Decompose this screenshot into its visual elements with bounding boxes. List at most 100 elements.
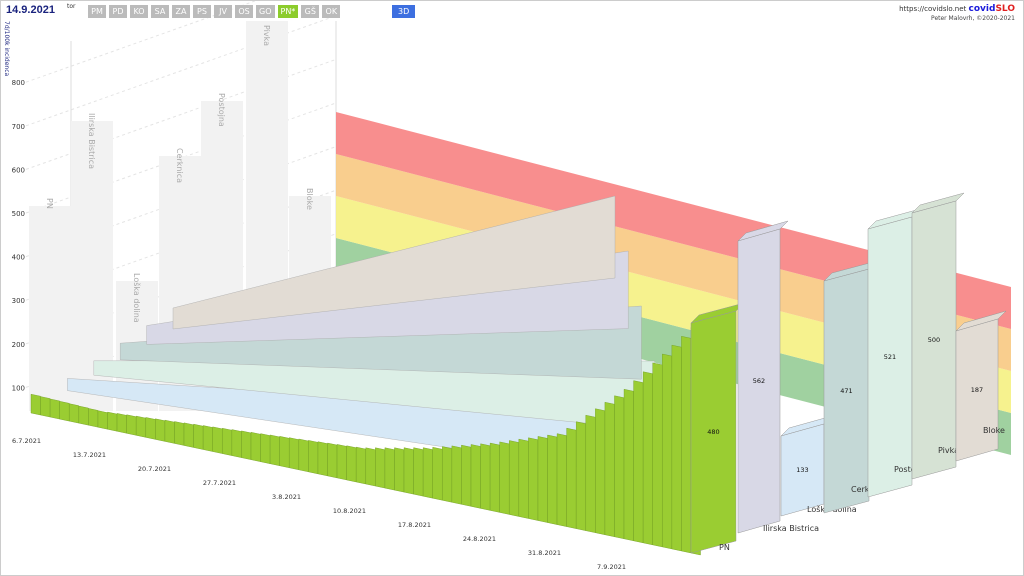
tab-7[interactable]: OS: [235, 5, 253, 18]
pn-bar: [250, 432, 261, 462]
copyright: Peter Malovrh, ©2020-2021: [931, 15, 1015, 22]
pn-bar: [595, 408, 606, 535]
pn-bar: [241, 430, 252, 460]
pn-bar: [499, 441, 510, 515]
pn-bar: [317, 441, 328, 477]
pn-bar: [413, 447, 424, 497]
bar-value-label: 500: [928, 336, 940, 344]
pn-bar: [509, 440, 519, 517]
pn-bar: [566, 427, 577, 529]
y-tick-label: 500: [12, 210, 25, 218]
pn-bar: [422, 447, 433, 499]
pn-bar: [642, 371, 653, 546]
y-tick-label: 300: [12, 297, 25, 305]
pn-bar: [662, 353, 673, 550]
x-tick-label: 27.7.2021: [203, 479, 236, 487]
series-ribbon-1: [93, 360, 655, 431]
pn-bar: [518, 438, 529, 519]
tab-10[interactable]: GŠ: [301, 5, 320, 18]
pn-bar: [298, 438, 309, 473]
tab-2[interactable]: KO: [130, 5, 148, 18]
pn-bar: [193, 423, 204, 450]
category-label: PN: [719, 543, 730, 552]
x-tick-label: 17.8.2021: [398, 521, 431, 529]
pn-bar: [289, 437, 299, 471]
x-tick-label: 7.9.2021: [597, 563, 626, 571]
pn-bar: [155, 418, 166, 442]
pn-bar: [88, 408, 99, 428]
x-tick-label: 6.7.2021: [12, 437, 41, 445]
bar-value-label: 480: [707, 428, 719, 436]
pn-bar: [59, 401, 70, 422]
wall-category-label: Postojna: [217, 93, 226, 127]
tab-0[interactable]: PM: [88, 5, 106, 18]
pn-bar: [183, 422, 194, 448]
tab-3[interactable]: SA: [151, 5, 169, 18]
pn-bar: [375, 447, 386, 489]
category-label: Bloke: [983, 426, 1005, 435]
latest-bar-0: [690, 310, 737, 554]
pn-bar: [556, 433, 567, 527]
pn-bar: [461, 444, 472, 507]
weekday-label: tor: [67, 3, 76, 10]
pn-bar: [336, 444, 347, 481]
pn-bar: [604, 401, 615, 537]
pn-bar: [116, 413, 127, 434]
wall-category-label: Pivka: [262, 25, 271, 46]
pn-bar: [384, 447, 395, 491]
y-tick-label: 600: [12, 166, 25, 174]
tab-9[interactable]: PN*: [277, 5, 299, 18]
y-axis-label: 7d/100k incidenca: [3, 21, 10, 77]
x-tick-label: 10.8.2021: [333, 507, 366, 515]
y-tick-label: 400: [12, 254, 25, 262]
pn-bar: [671, 344, 682, 552]
site-link[interactable]: https://covidslo.net covidSLO: [899, 4, 1015, 14]
x-tick-label: 24.8.2021: [463, 535, 496, 543]
pn-bar: [403, 447, 414, 495]
pn-bar: [107, 411, 118, 432]
latest-bar-5: [911, 200, 957, 480]
tab-8[interactable]: GO: [256, 5, 275, 18]
x-tick-label: 13.7.2021: [73, 451, 106, 459]
pn-bar: [432, 446, 443, 501]
pn-bar: [30, 393, 41, 416]
region-tabs: PM PD KO SA ZA PS JV OS GO PN* GŠ OK: [88, 5, 341, 18]
x-tick-label: 3.8.2021: [272, 493, 301, 501]
pn-bar: [365, 447, 376, 487]
pn-bar: [451, 445, 462, 505]
pn-bar: [623, 389, 634, 542]
pn-bar: [202, 425, 213, 452]
tab-5[interactable]: PS: [193, 5, 211, 18]
latest-bar-4: [867, 216, 913, 498]
pn-bar: [164, 419, 175, 444]
category-label: Ilirska Bistrica: [763, 524, 819, 533]
pn-bar: [576, 421, 586, 531]
pn-bar: [97, 410, 108, 430]
bar-value-label: 133: [796, 466, 808, 474]
pn-bar: [327, 442, 338, 479]
pn-bar: [652, 362, 663, 548]
gridline: [25, 1, 257, 83]
latest-bar-3: [823, 268, 870, 514]
tab-1[interactable]: PD: [109, 5, 127, 18]
tab-11[interactable]: OK: [322, 5, 341, 18]
pn-bar: [356, 446, 366, 485]
pn-bar: [69, 403, 79, 424]
pn-bar: [308, 440, 319, 475]
pn-bar: [269, 434, 280, 466]
pn-bar: [633, 380, 644, 544]
bar-value-label: 521: [884, 353, 896, 361]
pn-bar: [222, 427, 233, 456]
date-label: 14.9.2021: [6, 4, 55, 16]
latest-bar-1: [737, 228, 781, 534]
pn-bar: [585, 414, 596, 533]
tab-4[interactable]: ZA: [172, 5, 190, 18]
y-tick-label: 700: [12, 123, 25, 131]
3d-toggle-button[interactable]: 3D: [392, 5, 416, 18]
pn-bar: [442, 446, 453, 503]
wall-category-label: Cerknica: [175, 148, 184, 183]
pn-bar: [126, 414, 137, 436]
tab-6[interactable]: JV: [214, 5, 232, 18]
url-text[interactable]: https://covidslo.net: [899, 5, 967, 13]
wall-category-label: Ilirska Bistrica: [87, 113, 96, 169]
